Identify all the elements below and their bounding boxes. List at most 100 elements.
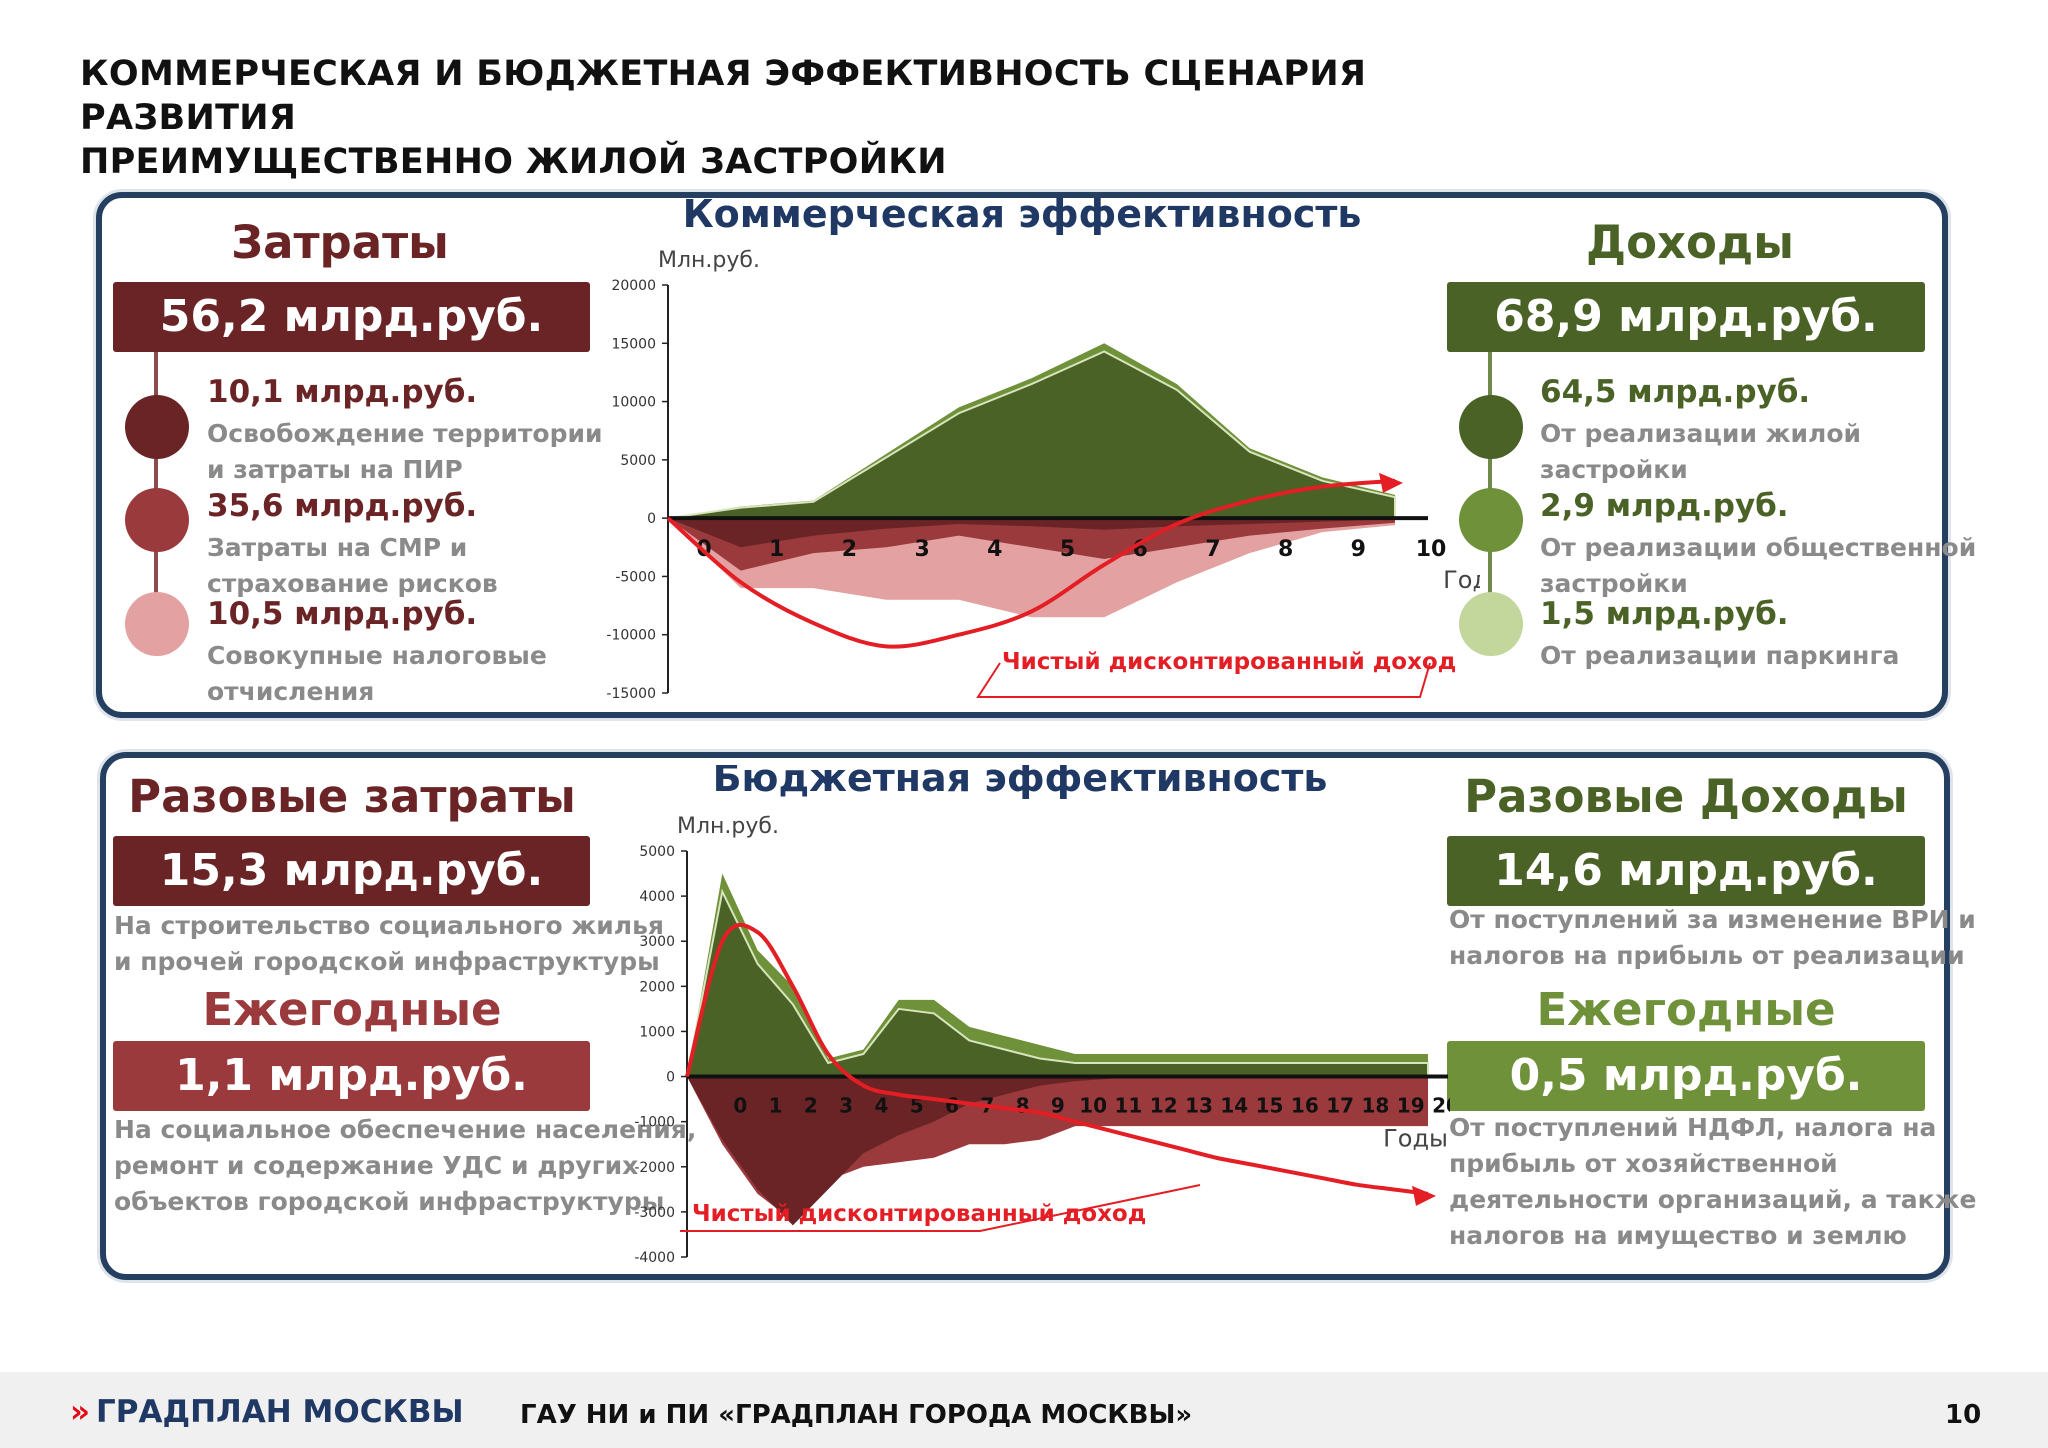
comm-y-tick-label-3: 5000: [620, 453, 656, 469]
budg-npv-label: Чистый дисконтированный доход: [692, 1201, 1146, 1227]
budg-y-tick-label-8: -3000: [634, 1205, 675, 1221]
cost-item-1-desc-line2: и затраты на ПИР: [207, 452, 603, 488]
budg-x-tick-label-16: 16: [1291, 1094, 1319, 1118]
comm-x-tick-label-10: 10: [1416, 537, 1447, 562]
income-item-3-value: 1,5 млрд.руб.: [1540, 596, 1789, 632]
budg-x-tick-label-15: 15: [1256, 1094, 1284, 1118]
budg-x-tick-label-20: 20: [1432, 1094, 1450, 1118]
cost-dot-1: [125, 395, 189, 459]
comm-y-tick-label-4: 0: [647, 511, 656, 527]
annual-costs-box: 1,1 млрд.руб.: [113, 1041, 590, 1111]
onetime-income-desc: От поступлений за изменение ВРИ и налого…: [1449, 902, 1976, 974]
income-item-3-desc-line1: От реализации паркинга: [1540, 638, 1899, 674]
budg-y-tick-label-4: 1000: [639, 1024, 675, 1040]
budg-x-tick-label-14: 14: [1220, 1094, 1248, 1118]
costs-connector-line: [154, 352, 158, 622]
annual-income-desc-line1: От поступлений НДФЛ, налога на: [1449, 1110, 1976, 1146]
income-item-1-desc-line1: От реализации жилой: [1540, 416, 1861, 452]
income-item-1-desc: От реализации жилой застройки: [1540, 416, 1861, 488]
footer-org: ГАУ НИ и ПИ «ГРАДПЛАН ГОРОДА МОСКВЫ»: [520, 1400, 1192, 1430]
annual-income-desc: От поступлений НДФЛ, налога на прибыль о…: [1449, 1110, 1976, 1254]
budg-chart-title: Бюджетная эффективность: [713, 765, 1328, 800]
comm-x-tick-label-8: 8: [1278, 537, 1293, 562]
comm-x-tick-label-9: 9: [1351, 537, 1366, 562]
budg-y-tick-label-2: 3000: [639, 934, 675, 950]
budg-y-tick-label-7: -2000: [634, 1160, 675, 1176]
budg-x-tick-label-8: 8: [1016, 1094, 1030, 1118]
comm-y-tick-label-7: -15000: [606, 686, 656, 702]
comm-x-tick-label-2: 2: [842, 537, 857, 562]
costs-heading: Затраты: [190, 216, 490, 269]
income-item-1-value: 64,5 млрд.руб.: [1540, 374, 1810, 410]
comm-y-tick-label-5: -5000: [615, 569, 656, 585]
page-title-line1: КОММЕРЧЕСКАЯ И БЮДЖЕТНАЯ ЭФФЕКТИВНОСТЬ С…: [80, 52, 1480, 140]
comm-x-tick-label-4: 4: [987, 537, 1002, 562]
income-item-2-desc: От реализации общественной застройки: [1540, 530, 1976, 602]
onetime-costs-desc-line1: На строительство социального жилья: [114, 908, 664, 944]
annual-costs-desc: На социальное обеспечение населения, рем…: [114, 1112, 696, 1220]
page-number: 10: [1945, 1400, 1981, 1430]
page-title-line2: ПРЕИМУЩЕСТВЕННО ЖИЛОЙ ЗАСТРОЙКИ: [80, 140, 1480, 184]
budg-y-tick-label-6: -1000: [634, 1115, 675, 1131]
comm-x-tick-label-7: 7: [1205, 537, 1220, 562]
budg-x-tick-label-2: 2: [804, 1094, 818, 1118]
budg-y-tick-label-3: 2000: [639, 979, 675, 995]
annual-income-desc-line3: деятельности организаций, а также: [1449, 1182, 1976, 1218]
cost-item-3-desc-line1: Совокупные налоговые: [207, 638, 547, 674]
comm-chart-title: Коммерческая эффективность: [683, 192, 1362, 236]
page-title: КОММЕРЧЕСКАЯ И БЮДЖЕТНАЯ ЭФФЕКТИВНОСТЬ С…: [80, 52, 1480, 184]
onetime-income-heading: Разовые Доходы: [1447, 770, 1925, 823]
comm-y-tick-label-0: 20000: [611, 278, 656, 294]
budg-x-tick-label-12: 12: [1150, 1094, 1178, 1118]
comm-npv-arrowhead-icon: [1379, 473, 1403, 493]
cost-item-3-value: 10,5 млрд.руб.: [207, 596, 477, 632]
comm-x-tick-label-5: 5: [1060, 537, 1075, 562]
budg-y-tick-label-9: -4000: [634, 1250, 675, 1265]
budg-x-tick-label-13: 13: [1185, 1094, 1213, 1118]
cost-item-1-value: 10,1 млрд.руб.: [207, 374, 477, 410]
onetime-costs-desc-line2: и прочей городской инфраструктуры: [114, 944, 664, 980]
comm-y-unit-label: Млн.руб.: [658, 248, 760, 273]
budg-y-tick-label-5: 0: [666, 1070, 675, 1086]
income-item-2-desc-line1: От реализации общественной: [1540, 530, 1976, 566]
budg-x-axis-label: Годы: [1383, 1125, 1448, 1153]
onetime-costs-heading: Разовые затраты: [113, 770, 591, 823]
budg-income-area-2: [687, 892, 1428, 1077]
budget-chart: Бюджетная эффективностьМлн.руб.500040003…: [620, 765, 1450, 1265]
cost-dot-3: [125, 592, 189, 656]
comm-npv-label: Чистый дисконтированный доход: [1002, 649, 1456, 675]
commercial-chart: Коммерческая эффективность Млн.руб.20000 1…: [560, 185, 1480, 705]
comm-x-tick-label-3: 3: [914, 537, 929, 562]
onetime-income-box: 14,6 млрд.руб.: [1447, 836, 1925, 906]
annual-costs-desc-line2: ремонт и содержание УДС и других: [114, 1148, 696, 1184]
costs-total-box: 56,2 млрд.руб.: [113, 282, 590, 352]
budg-x-tick-label-4: 4: [874, 1094, 888, 1118]
cost-item-3-desc: Совокупные налоговые отчисления: [207, 638, 547, 710]
budg-x-tick-label-6: 6: [945, 1094, 959, 1118]
annual-costs-desc-line3: объектов городской инфраструктуры: [114, 1184, 696, 1220]
income-total-box: 68,9 млрд.руб.: [1447, 282, 1925, 352]
comm-y-tick-label-2: 10000: [611, 395, 656, 411]
annual-costs-desc-line1: На социальное обеспечение населения,: [114, 1112, 696, 1148]
onetime-income-desc-line1: От поступлений за изменение ВРИ и: [1449, 902, 1976, 938]
budg-x-tick-label-11: 11: [1115, 1094, 1143, 1118]
logo-text: ГРАДПЛАН МОСКВЫ: [96, 1394, 464, 1430]
budg-x-tick-label-3: 3: [839, 1094, 853, 1118]
income-item-2-value: 2,9 млрд.руб.: [1540, 488, 1789, 524]
onetime-costs-desc: На строительство социального жилья и про…: [114, 908, 664, 980]
footer-logo: » ГРАДПЛАН МОСКВЫ: [70, 1394, 464, 1430]
income-connector-line: [1488, 352, 1492, 622]
logo-chevron-icon: »: [70, 1394, 90, 1430]
cost-item-1-desc: Освобождение территории и затраты на ПИР: [207, 416, 603, 488]
annual-income-desc-line2: прибыль от хозяйственной: [1449, 1146, 1976, 1182]
comm-y-tick-label-1: 15000: [611, 336, 656, 352]
cost-item-1-desc-line1: Освобождение территории: [207, 416, 603, 452]
budg-npv-arrowhead-icon: [1412, 1186, 1436, 1206]
comm-y-tick-label-6: -10000: [606, 628, 656, 644]
comm-x-tick-label-1: 1: [769, 537, 784, 562]
comm-x-axis-label: Годы: [1443, 566, 1480, 594]
budg-y-tick-label-1: 4000: [639, 889, 675, 905]
budg-y-tick-label-0: 5000: [639, 844, 675, 860]
cost-item-2-desc-line1: Затраты на СМР и: [207, 530, 498, 566]
budg-x-tick-label-17: 17: [1326, 1094, 1354, 1118]
